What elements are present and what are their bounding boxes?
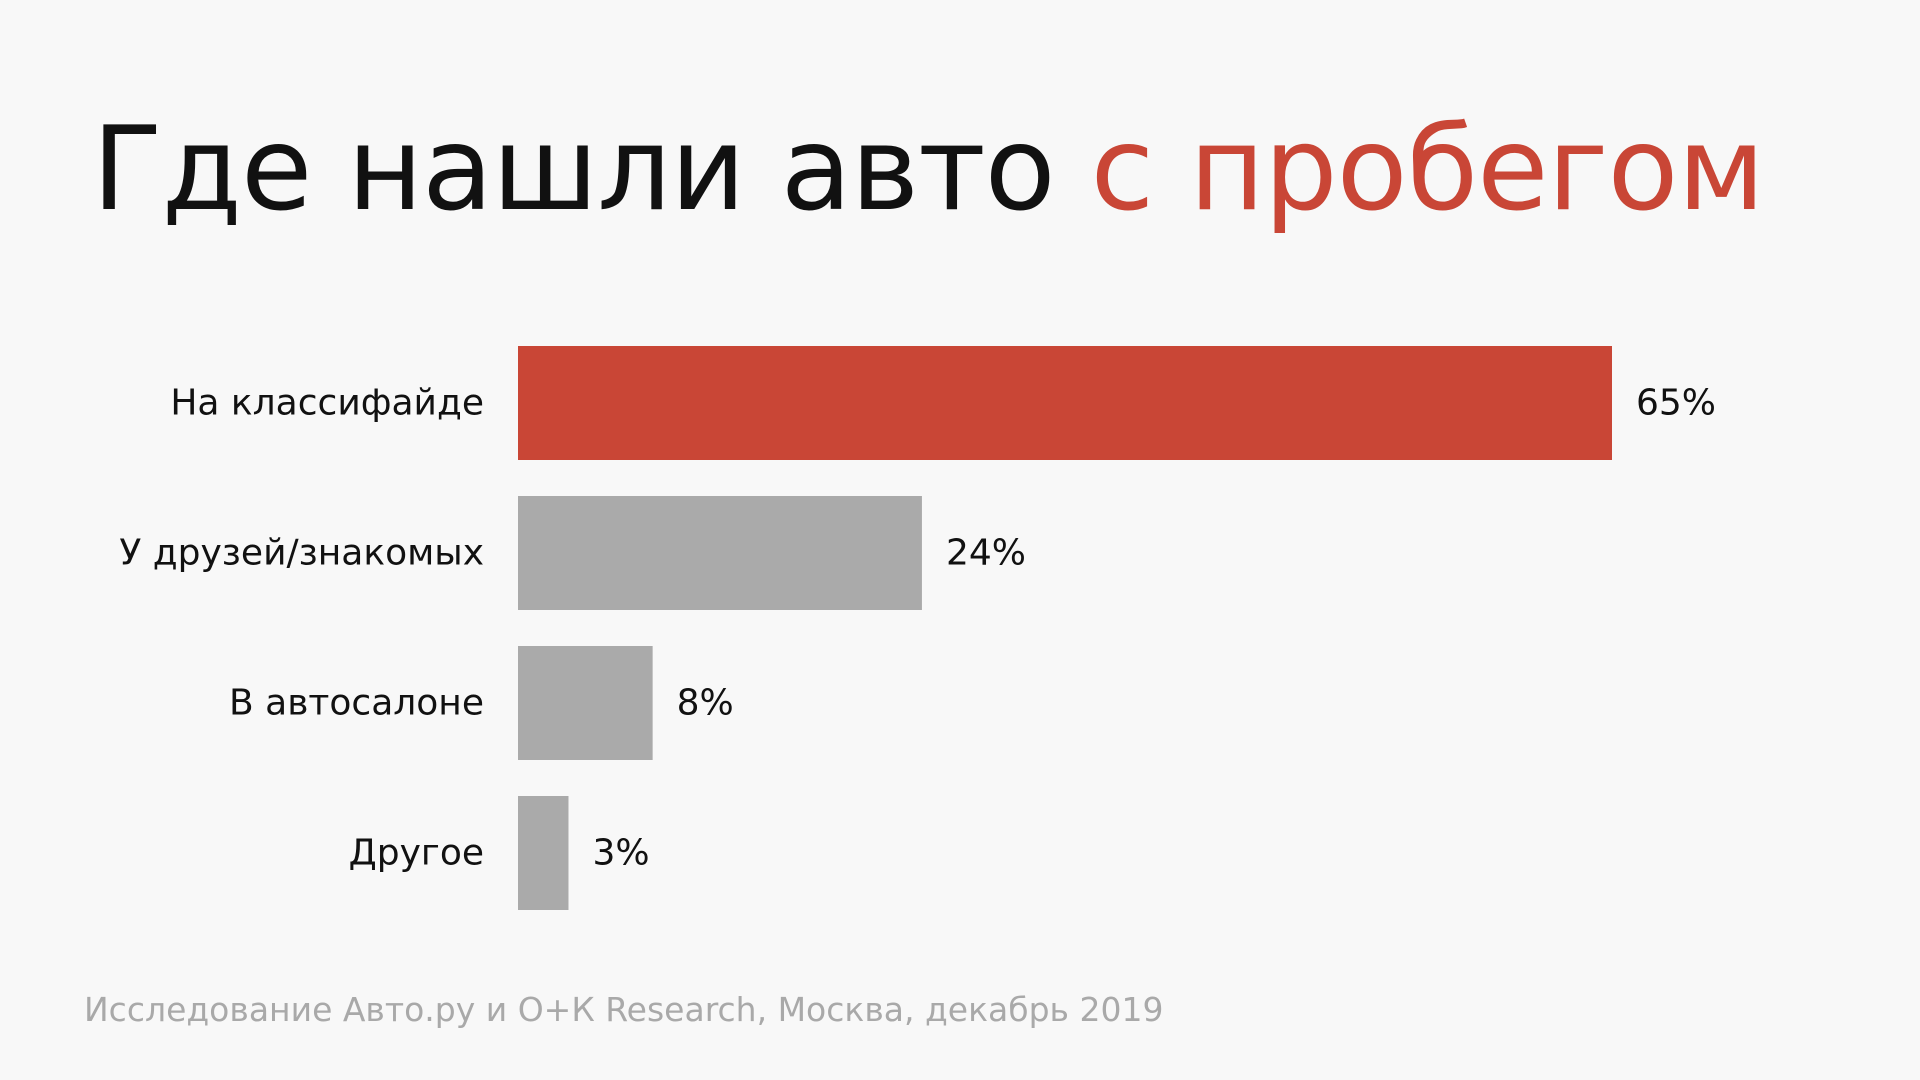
bar (518, 496, 922, 610)
category-label: В автосалоне (229, 683, 484, 724)
bar (518, 796, 569, 910)
category-label: Другое (349, 833, 484, 874)
title-main-text: Где нашли авто (92, 102, 1056, 237)
value-label: 3% (592, 833, 649, 874)
value-label: 65% (1636, 383, 1716, 424)
value-label: 8% (677, 683, 734, 724)
value-label: 24% (946, 533, 1026, 574)
source-note: Исследование Авто.ру и О+К Research, Мос… (84, 990, 1164, 1029)
bar-chart: На классифайде 65% У друзей/знакомых 24% В а… (119, 346, 1716, 910)
bar (518, 646, 653, 760)
bar (518, 346, 1612, 460)
category-label: У друзей/знакомых (119, 533, 484, 574)
chart-title: Где нашли авто с пробегом (92, 112, 1765, 228)
title-accent-text: с пробегом (1090, 102, 1765, 237)
category-label: На классифайде (170, 383, 484, 424)
